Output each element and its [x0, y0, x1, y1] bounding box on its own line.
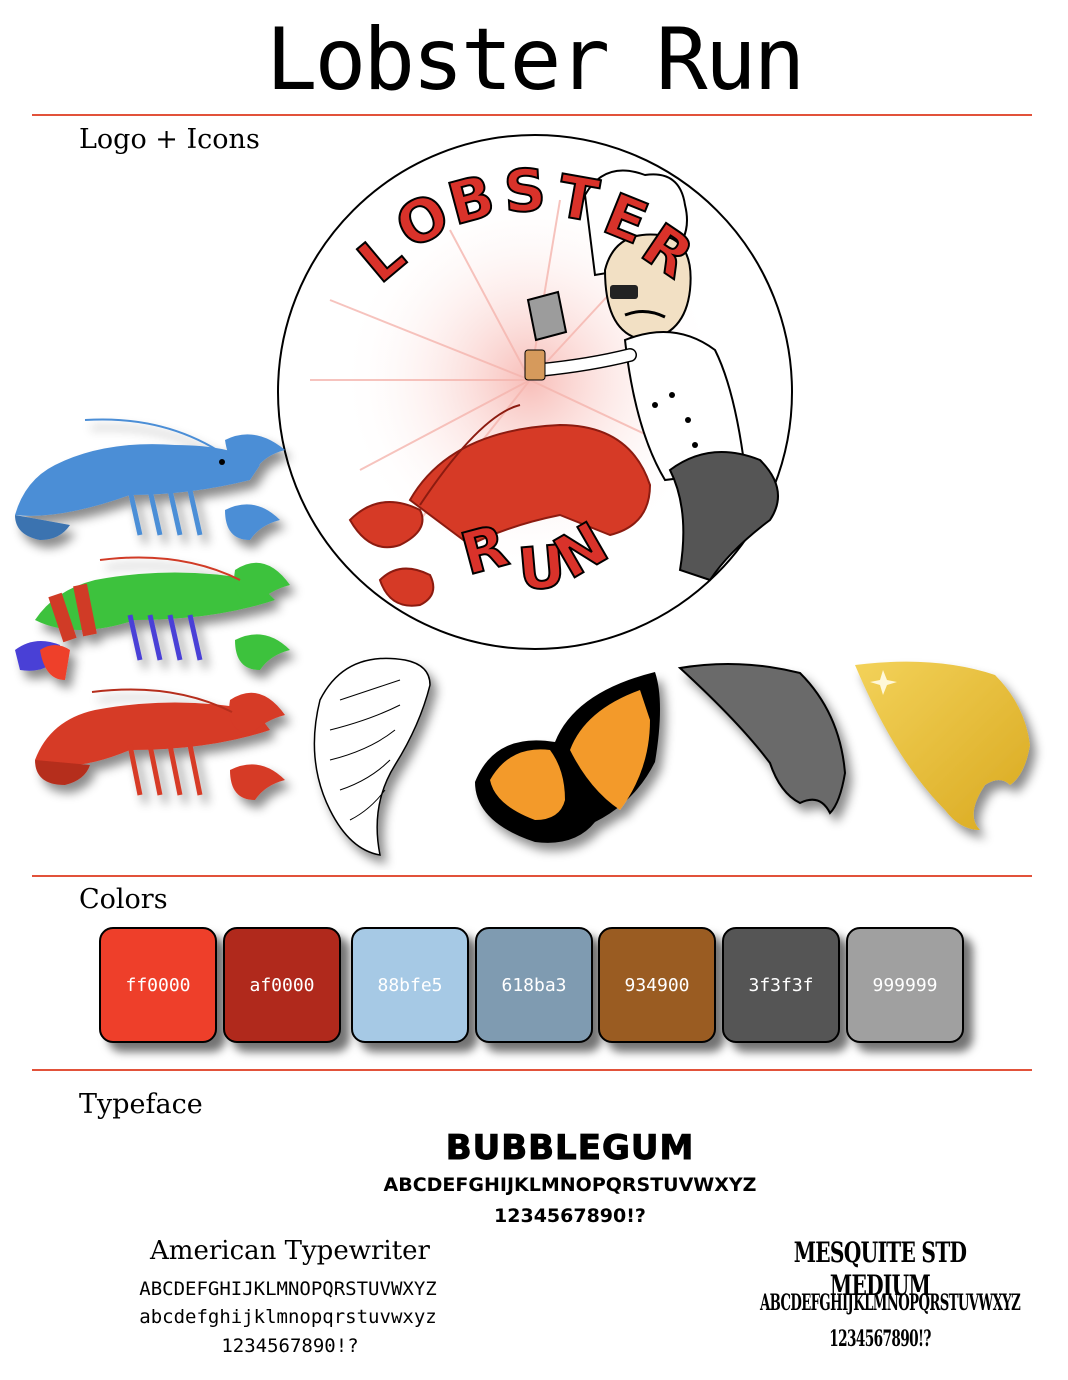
section-label-typeface: Typeface — [79, 1089, 203, 1120]
mesquite-digits: 1234567890!? — [829, 1326, 931, 1352]
blue-lobster-icon — [15, 418, 285, 540]
page-title: Lobster Run — [265, 10, 806, 110]
bat-wing-icon — [677, 663, 847, 815]
american-typewriter-digits: 1234567890!? — [221, 1335, 359, 1357]
red-lobster-icon — [35, 688, 285, 800]
section-label-logo-icons: Logo + Icons — [79, 124, 260, 155]
chef-illustration — [524, 169, 779, 582]
american-typewriter-lowercase: abcdefghijklmnopqrstuvwxyz — [139, 1306, 437, 1328]
color-swatch-label: ff0000 — [125, 974, 191, 996]
color-swatch-label: 934900 — [624, 974, 690, 996]
color-swatch-3: 88bfe5 — [351, 927, 469, 1043]
american-typewriter-uppercase: ABCDEFGHIJKLMNOPQRSTUVWXYZ — [139, 1278, 437, 1300]
logo-lobster-illustration — [348, 404, 652, 607]
title-divider — [32, 114, 1032, 116]
color-swatch-7: 999999 — [846, 927, 964, 1043]
golden-wing-icon — [855, 661, 1030, 830]
color-swatch-4: 618ba3 — [475, 927, 593, 1043]
bubblegum-uppercase: ABCDEFGHIJKLMNOPQRSTUVWXYZ — [383, 1174, 757, 1196]
mesquite-uppercase: ABCDEFGHIJKLMNOPQRSTUVWXYZ — [760, 1290, 1021, 1316]
mesquite-font-name: MESQUITE STD MEDIUM — [793, 1236, 967, 1302]
logo-and-icons-artwork: L O B S T E R R U N — [15, 134, 1030, 856]
color-swatch-2: af0000 — [223, 927, 341, 1043]
green-lobster-icon — [15, 556, 290, 680]
color-swatch-label: 3f3f3f — [748, 974, 814, 996]
butterfly-wing-icon — [475, 672, 660, 843]
svg-text:S: S — [502, 156, 547, 226]
color-swatch-label: 999999 — [872, 974, 938, 996]
color-swatch-label: af0000 — [249, 974, 315, 996]
color-swatch-6: 3f3f3f — [722, 927, 840, 1043]
typeface-divider — [32, 1069, 1032, 1071]
angel-wing-icon — [313, 657, 431, 856]
colors-divider — [32, 875, 1032, 877]
color-swatch-label: 618ba3 — [501, 974, 567, 996]
svg-text:U: U — [515, 532, 568, 604]
color-swatch-5: 934900 — [598, 927, 716, 1043]
bubblegum-digits: 1234567890!? — [494, 1205, 646, 1227]
section-label-colors: Colors — [79, 884, 168, 915]
color-swatch-1: ff0000 — [99, 927, 217, 1043]
lobster-run-logo: L O B S T E R R U N — [277, 134, 793, 650]
american-typewriter-font-name: American Typewriter — [150, 1236, 430, 1266]
bubblegum-font-name: BUBBLEGUM — [445, 1128, 695, 1169]
color-swatch-label: 88bfe5 — [377, 974, 443, 996]
